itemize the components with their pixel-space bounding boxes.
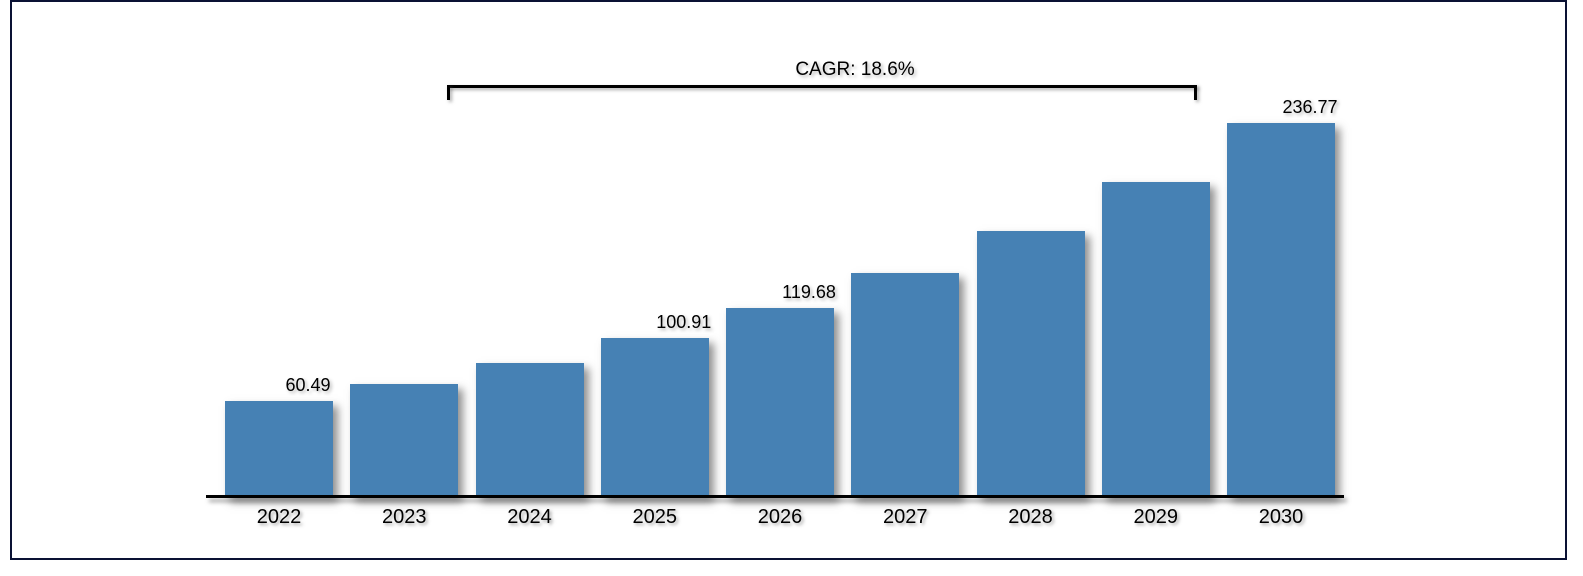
x-tick-label-2025: 2025 xyxy=(632,506,678,528)
cagr-bracket-right-tick xyxy=(1194,85,1197,100)
bar-2023 xyxy=(350,384,459,497)
chart-frame-border xyxy=(10,0,1567,560)
x-tick-label-2022: 2022 xyxy=(256,506,302,528)
x-axis-line xyxy=(206,495,1344,498)
bar-value-label-2022: 60.49 xyxy=(285,375,331,395)
x-tick-label-2024: 2024 xyxy=(507,506,552,528)
x-tick-label-2027: 2027 xyxy=(883,506,928,528)
x-tick-label-2028: 2028 xyxy=(1008,506,1053,528)
bar-value-label-2025: 100.91 xyxy=(656,312,712,332)
cagr-bracket-line xyxy=(447,85,1197,88)
bar-2026 xyxy=(726,308,834,497)
bar-2025 xyxy=(600,338,709,497)
bar-2028 xyxy=(976,231,1085,497)
bar-2029 xyxy=(1101,182,1210,497)
bar-2024 xyxy=(475,363,584,497)
bar-value-label-2030: 236.77 xyxy=(1282,97,1338,117)
x-tick-label-2026: 2026 xyxy=(757,506,803,528)
x-tick-label-2023: 2023 xyxy=(382,506,427,528)
bar-2030 xyxy=(1227,123,1335,497)
bar-2022 xyxy=(225,401,333,497)
cagr-bracket-left-tick xyxy=(447,85,450,100)
bar-value-label-2026: 119.68 xyxy=(782,282,836,302)
cagr-annotation: CAGR: 18.6% xyxy=(795,59,915,80)
x-tick-label-2030: 2030 xyxy=(1258,506,1304,528)
bar-2027 xyxy=(851,273,960,497)
x-tick-label-2029: 2029 xyxy=(1133,506,1179,528)
